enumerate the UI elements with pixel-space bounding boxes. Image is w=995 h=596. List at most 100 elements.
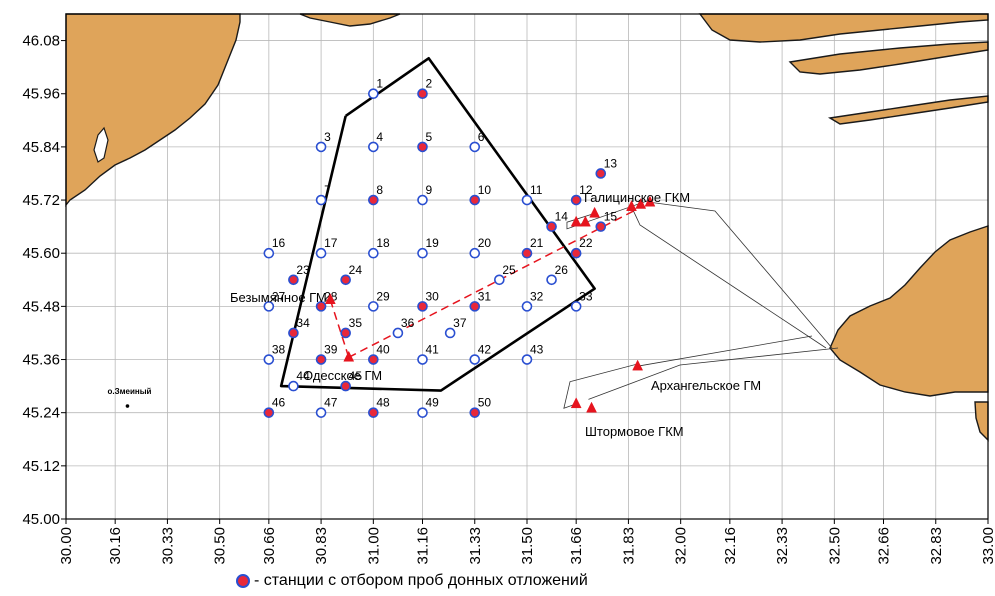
station [315, 247, 327, 259]
station-label: 18 [376, 236, 390, 250]
latitude-labels: 45.00 45.12 45.24 45.36 45.48 45.60 45.72 45.84… [22, 33, 60, 528]
sampled-station [469, 194, 481, 206]
station [417, 407, 428, 418]
station [417, 354, 428, 365]
station [521, 194, 533, 206]
gas-field-triangle [635, 197, 647, 209]
lagoon [93, 126, 109, 163]
lat-tick-label: 45.72 [22, 192, 60, 209]
station-label: 48 [376, 396, 390, 410]
sampled-station [546, 221, 557, 232]
station-label: 8 [376, 183, 383, 197]
lon-tick-label: 30.83 [313, 527, 330, 565]
station [315, 194, 327, 206]
lat-tick-label: 45.96 [22, 86, 60, 103]
lat-tick-label: 45.12 [22, 458, 60, 475]
station-label: 27 [272, 289, 286, 303]
station [494, 274, 505, 286]
sampled-station [595, 221, 607, 232]
station-label: 32 [530, 289, 544, 303]
station-label: 5 [426, 130, 433, 144]
gas-field-triangle [586, 401, 597, 413]
station-label: 12 [579, 183, 593, 197]
lat-tick-label: 45.24 [22, 405, 60, 422]
station-label: 47 [324, 396, 338, 410]
survey-area-outline [279, 56, 596, 392]
station-label: 29 [376, 289, 390, 303]
gas-field-triangle [644, 195, 656, 207]
lon-tick-label: 31.50 [519, 527, 536, 565]
station [521, 354, 533, 365]
station-label: 1 [376, 77, 383, 91]
gas-field-triangle [632, 359, 644, 371]
station-label: 24 [349, 263, 363, 277]
station-label: 30 [426, 289, 440, 303]
lon-tick-label: 32.33 [774, 527, 791, 565]
gas-field-label: Архангельское ГМ [651, 378, 761, 393]
lon-tick-label: 31.33 [467, 527, 484, 565]
station-label: 36 [401, 316, 415, 330]
station-label: 25 [502, 263, 516, 277]
station-label: 11 [530, 183, 543, 197]
sampled-station [595, 168, 607, 179]
station [570, 301, 582, 312]
station-label: 41 [426, 343, 440, 357]
station-label: 17 [324, 236, 338, 250]
sampled-station [315, 301, 327, 312]
lon-tick-label: 32.83 [928, 527, 945, 565]
station-label: 16 [272, 236, 286, 250]
station-label: 39 [324, 343, 338, 357]
lon-tick-label: 33.00 [980, 527, 995, 565]
sampled-station [521, 247, 533, 259]
gas-field-label: Галицинское ГКМ [584, 190, 690, 205]
sampled-station [340, 274, 351, 286]
route-line [329, 299, 350, 358]
station-label: 21 [530, 236, 544, 250]
station [368, 301, 379, 312]
lat-tick-label: 46.08 [22, 33, 60, 50]
gas-field-triangle [579, 215, 591, 227]
gas-field-label: Безымянное ГМ [230, 290, 327, 305]
sampled-station [469, 301, 481, 312]
station-label: 15 [604, 210, 618, 224]
sampled-station [417, 88, 428, 100]
station [392, 327, 404, 339]
station-label: 10 [478, 183, 492, 197]
station-label: 33 [579, 289, 593, 303]
station-label: 37 [453, 316, 467, 330]
sampled-station [315, 354, 327, 365]
station [368, 88, 379, 100]
station-label: 19 [426, 236, 440, 250]
lat-tick-label: 45.00 [22, 511, 60, 528]
station-label: 43 [530, 343, 544, 357]
station-label: 9 [426, 183, 433, 197]
station-label: 2 [426, 77, 433, 91]
station-label: 49 [426, 396, 440, 410]
station [368, 141, 379, 153]
station-label: 31 [478, 289, 492, 303]
gas-fields: Безымянное ГМ Одесское ГМ Галицинское ГКМ А… [230, 190, 761, 439]
pipeline [649, 201, 833, 349]
gas-field-label: Штормовое ГКМ [585, 424, 684, 439]
station-label: 14 [555, 210, 569, 224]
station [469, 247, 481, 259]
pipeline [637, 335, 813, 367]
station-label: 40 [376, 343, 390, 357]
lon-tick-label: 32.16 [722, 527, 739, 565]
sampled-station [368, 194, 379, 206]
map-frame [65, 13, 989, 520]
station-label: 22 [579, 236, 593, 250]
sampled-station-icon [236, 573, 250, 588]
lat-tick-label: 45.60 [22, 245, 60, 262]
station [417, 194, 428, 206]
sampled-station [469, 407, 481, 418]
station [263, 301, 275, 312]
station [263, 354, 275, 365]
lat-tick-label: 45.84 [22, 139, 60, 156]
land-area [65, 13, 241, 207]
snake-island: о.Змеиный [107, 387, 152, 408]
lon-tick-label: 30.66 [261, 527, 278, 565]
landmasses [65, 13, 989, 442]
station [521, 301, 533, 312]
